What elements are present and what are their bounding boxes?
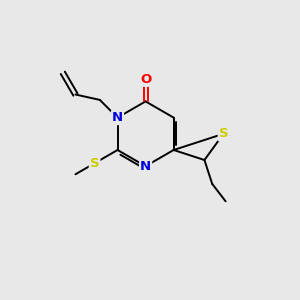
Text: N: N [112,111,123,124]
Text: S: S [219,127,228,140]
Text: S: S [90,157,99,170]
Text: N: N [140,160,151,173]
Text: O: O [140,73,151,86]
